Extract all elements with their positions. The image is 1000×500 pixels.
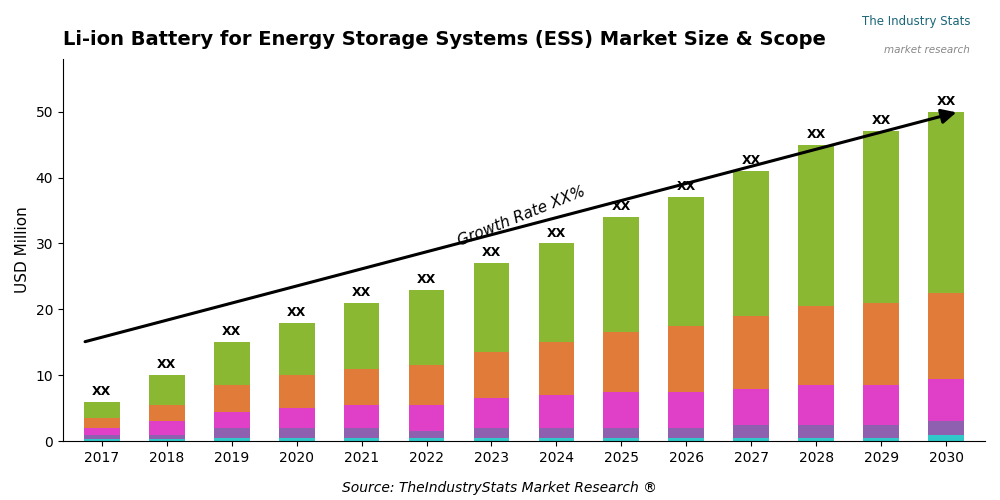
Bar	[474, 428, 509, 438]
Bar	[474, 438, 509, 442]
Bar	[344, 438, 379, 442]
Text: market research: market research	[884, 45, 970, 55]
Bar	[539, 244, 574, 342]
Bar	[84, 418, 120, 428]
Bar	[603, 332, 639, 392]
Bar	[863, 438, 899, 442]
Bar	[474, 352, 509, 399]
Bar	[603, 392, 639, 428]
Text: XX: XX	[677, 180, 696, 194]
Bar	[279, 376, 315, 408]
Text: XX: XX	[157, 358, 176, 372]
Bar	[733, 316, 769, 388]
Bar	[149, 422, 185, 434]
Bar	[733, 171, 769, 316]
Text: XX: XX	[612, 200, 631, 213]
Bar	[733, 438, 769, 442]
Bar	[863, 385, 899, 425]
Text: XX: XX	[807, 128, 826, 140]
Bar	[863, 425, 899, 438]
Bar	[214, 385, 250, 411]
Bar	[344, 369, 379, 405]
Bar	[214, 428, 250, 438]
Text: XX: XX	[92, 385, 111, 398]
Bar	[668, 428, 704, 438]
Bar	[928, 422, 964, 434]
Bar	[798, 306, 834, 385]
Bar	[279, 428, 315, 438]
Text: XX: XX	[352, 286, 371, 299]
Bar	[668, 438, 704, 442]
Bar	[928, 293, 964, 378]
Bar	[344, 303, 379, 369]
Bar	[603, 217, 639, 332]
Bar	[409, 405, 444, 431]
Bar	[409, 432, 444, 438]
Bar	[928, 112, 964, 293]
Text: Source: TheIndustryStats Market Research ®: Source: TheIndustryStats Market Research…	[342, 481, 658, 495]
Text: XX: XX	[936, 94, 956, 108]
Bar	[668, 198, 704, 326]
Bar	[279, 408, 315, 428]
Text: XX: XX	[417, 272, 436, 285]
Bar	[344, 428, 379, 438]
Text: XX: XX	[482, 246, 501, 260]
Bar	[539, 438, 574, 442]
Bar	[279, 438, 315, 442]
Text: XX: XX	[287, 306, 306, 318]
Bar	[409, 438, 444, 442]
Text: Growth Rate XX%: Growth Rate XX%	[455, 184, 587, 249]
Text: XX: XX	[742, 154, 761, 167]
Bar	[603, 428, 639, 438]
Bar	[149, 434, 185, 440]
Bar	[798, 144, 834, 306]
Bar	[344, 405, 379, 428]
Bar	[84, 428, 120, 434]
Bar	[84, 434, 120, 440]
Bar	[539, 395, 574, 428]
Bar	[84, 440, 120, 442]
Bar	[149, 440, 185, 442]
Bar	[474, 264, 509, 352]
Bar	[798, 438, 834, 442]
Bar	[409, 366, 444, 405]
Text: XX: XX	[222, 326, 241, 338]
Bar	[149, 376, 185, 405]
Bar	[279, 322, 315, 376]
Text: Li-ion Battery for Energy Storage Systems (ESS) Market Size & Scope: Li-ion Battery for Energy Storage System…	[63, 30, 826, 49]
Bar	[474, 398, 509, 428]
Bar	[733, 388, 769, 425]
Bar	[733, 425, 769, 438]
Bar	[668, 392, 704, 428]
Text: The Industry Stats: The Industry Stats	[862, 15, 970, 28]
Bar	[603, 438, 639, 442]
Bar	[409, 290, 444, 366]
Bar	[863, 303, 899, 385]
Bar	[539, 342, 574, 395]
Text: XX: XX	[871, 114, 891, 128]
Y-axis label: USD Million: USD Million	[15, 206, 30, 294]
Bar	[214, 342, 250, 385]
Bar	[798, 385, 834, 425]
Bar	[668, 326, 704, 392]
Bar	[149, 405, 185, 421]
Bar	[214, 412, 250, 428]
Bar	[798, 425, 834, 438]
Bar	[863, 132, 899, 303]
Text: XX: XX	[547, 226, 566, 239]
Bar	[928, 378, 964, 422]
Bar	[928, 434, 964, 442]
Bar	[539, 428, 574, 438]
Bar	[214, 438, 250, 442]
Bar	[84, 402, 120, 418]
